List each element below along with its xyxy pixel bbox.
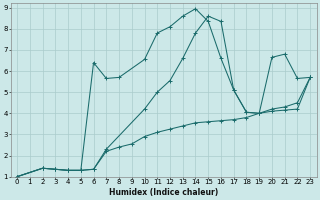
X-axis label: Humidex (Indice chaleur): Humidex (Indice chaleur) bbox=[109, 188, 218, 197]
